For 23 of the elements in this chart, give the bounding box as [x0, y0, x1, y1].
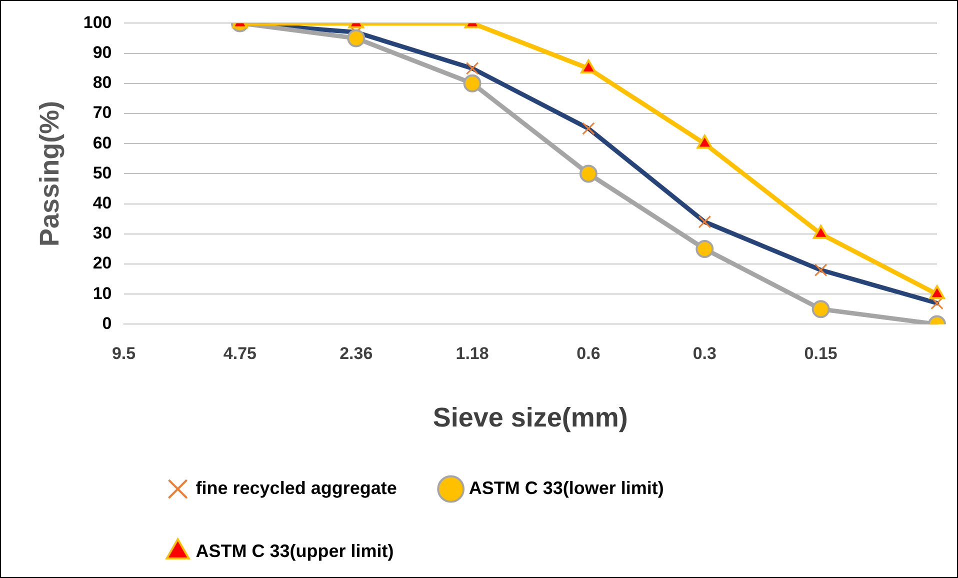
x-tick-label: 4.75 [223, 344, 256, 364]
x-tick-label: 2.36 [340, 344, 373, 364]
y-tick-label: 20 [92, 254, 112, 273]
x-axis-title: Sieve size(mm) [432, 402, 628, 432]
y-tick-label: 40 [92, 193, 112, 212]
x-tick-label: 0.3 [692, 344, 716, 364]
y-tick-label: 60 [92, 133, 112, 152]
y-tick-label: 30 [92, 224, 112, 243]
y-tick-label: 0 [102, 314, 112, 333]
y-tick-label: 80 [92, 73, 112, 92]
x-tick-label: 0.6 [576, 344, 600, 364]
x-tick-label: 0.15 [804, 344, 838, 364]
y-tick-label: 100 [83, 12, 112, 32]
y-tick-label: 70 [92, 103, 112, 122]
x-tick-label: 1.18 [456, 344, 489, 364]
legend-label: ASTM C 33(upper limit) [196, 540, 394, 561]
y-tick-label: 90 [92, 42, 112, 62]
legend-label: ASTM C 33(lower limit) [468, 478, 664, 498]
y-tick-label: 50 [92, 163, 112, 182]
legend-label: fine recycled aggregate [196, 478, 397, 498]
x-tick-label: 9.5 [112, 344, 136, 364]
y-axis-title: Passing(%) [34, 100, 65, 246]
y-tick-label: 10 [92, 284, 112, 303]
